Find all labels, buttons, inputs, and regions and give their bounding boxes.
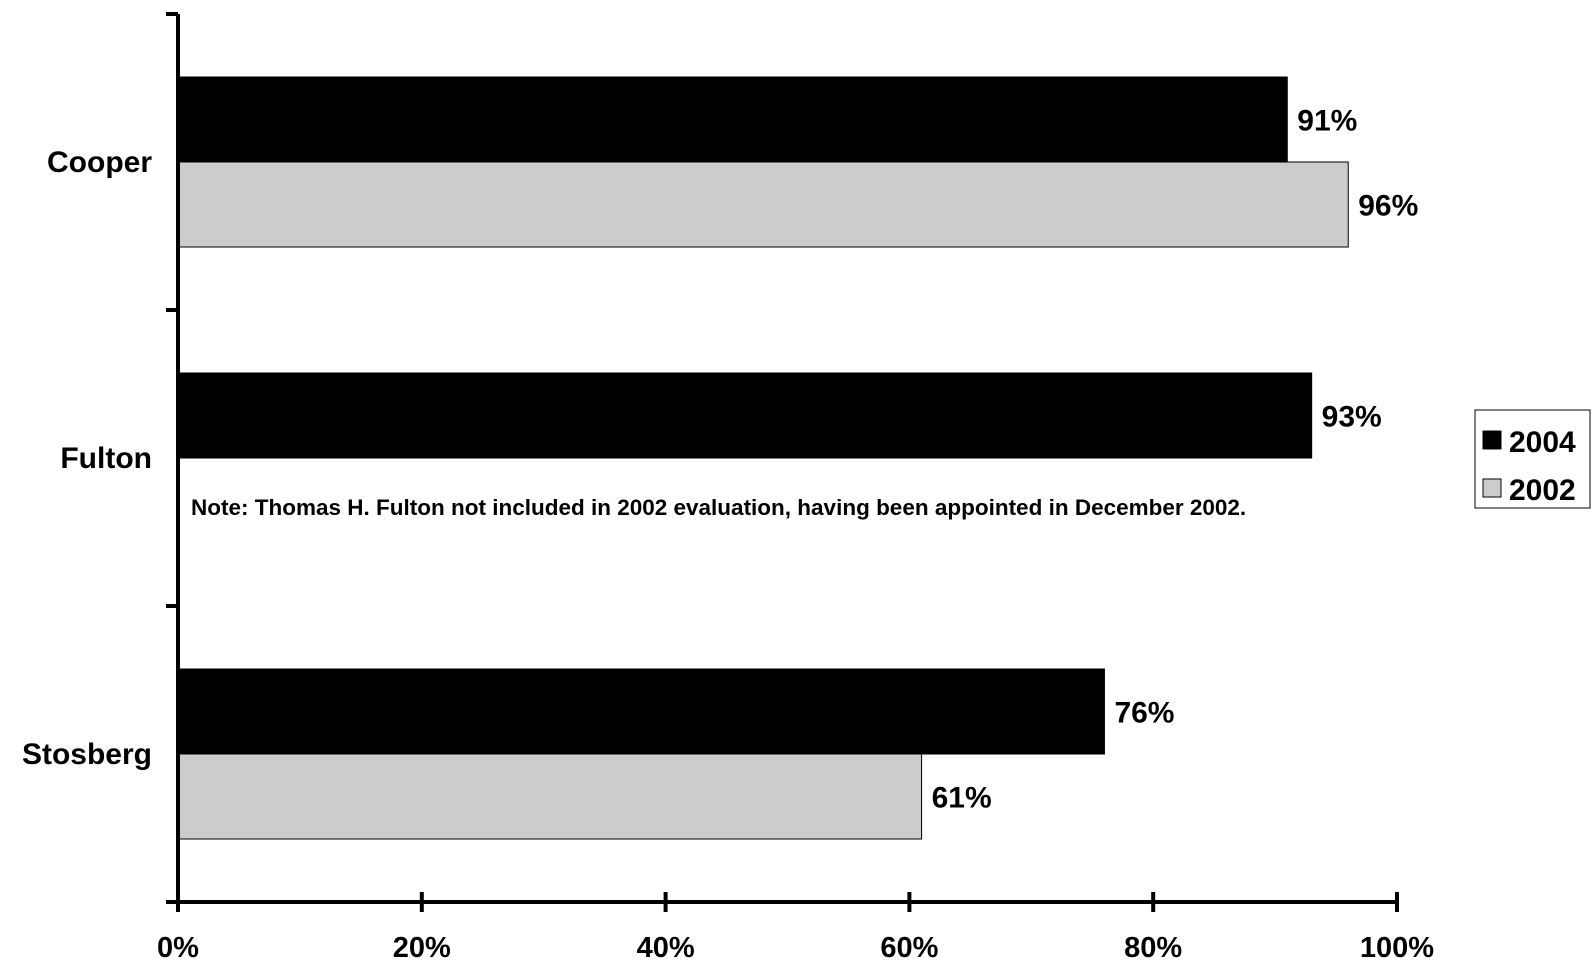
x-tick-label: 80%: [1124, 932, 1182, 964]
data-label-cooper-2004: 91%: [1297, 105, 1357, 138]
category-labels-group: Cooper Fulton Stosberg: [22, 146, 152, 771]
data-label-fulton-2004: 93%: [1322, 401, 1382, 434]
x-tick-label: 20%: [393, 932, 451, 964]
bars-group: [177, 76, 1349, 840]
category-label-cooper: Cooper: [47, 146, 152, 179]
x-tick-label: 60%: [880, 932, 938, 964]
ticks-group: 0% 20% 40% 60% 80% 100%: [157, 12, 1434, 964]
axes-group: [166, 14, 1397, 904]
legend-swatch-2002: [1482, 478, 1502, 498]
bar-fulton-2004: [177, 372, 1313, 459]
bar-cooper-2002: [177, 161, 1349, 248]
legend-label-2002: 2002: [1509, 474, 1576, 507]
legend-swatch-2004: [1482, 430, 1502, 450]
bar-stosberg-2002: [177, 753, 923, 840]
data-label-cooper-2002: 96%: [1358, 190, 1418, 223]
bar-cooper-2004: [177, 76, 1288, 163]
chart-annotation: Note: Thomas H. Fulton not included in 2…: [191, 495, 1246, 520]
x-tick-label: 40%: [637, 932, 695, 964]
data-labels-group: 91% 96% 93% 76% 61%: [932, 105, 1419, 815]
data-label-stosberg-2002: 61%: [932, 782, 992, 815]
x-tick-label: 100%: [1360, 932, 1434, 964]
data-label-stosberg-2004: 76%: [1114, 697, 1174, 730]
x-tick-label: 0%: [157, 932, 199, 964]
bar-stosberg-2004: [177, 668, 1105, 755]
legend: 2004 2002: [1474, 409, 1591, 509]
category-label-stosberg: Stosberg: [22, 738, 152, 771]
category-label-fulton: Fulton: [60, 442, 152, 475]
legend-label-2004: 2004: [1509, 426, 1576, 459]
